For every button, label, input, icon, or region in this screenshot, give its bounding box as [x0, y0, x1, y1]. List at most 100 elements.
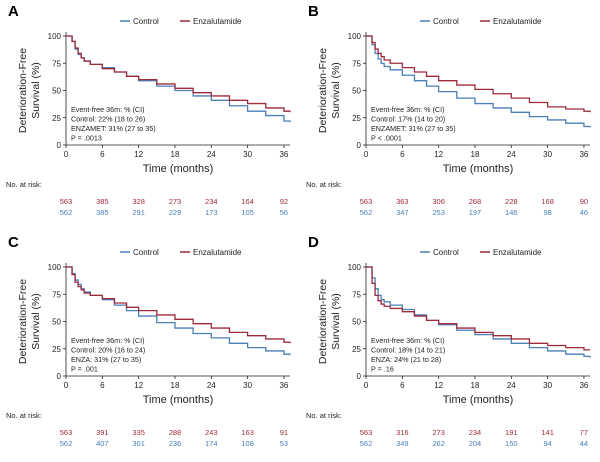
annotation-line: Event-free 36m: % (CI)	[371, 336, 445, 345]
risk-enzalutamide: 234	[469, 428, 482, 437]
risk-enzalutamide: 92	[280, 197, 288, 206]
p-value: P = .0013	[71, 134, 102, 143]
risk-table-label: No. at risk:	[6, 180, 42, 189]
y-tick-label: 25	[352, 345, 361, 354]
annotation-line: Control: 17% (14 to 20)	[371, 115, 445, 124]
x-tick-label: 30	[243, 381, 252, 390]
y-axis-label-line-2: Survival (%)	[30, 293, 42, 350]
y-axis-label-line-2: Survival (%)	[30, 62, 42, 119]
x-tick-label: 36	[579, 150, 588, 159]
x-tick-label: 36	[279, 150, 288, 159]
y-tick-label: 75	[52, 59, 61, 68]
x-tick-label: 18	[471, 381, 480, 390]
risk-enzalutamide: 163	[241, 428, 254, 437]
x-tick-label: 24	[207, 150, 216, 159]
x-tick-label: 0	[64, 381, 69, 390]
legend-label-control: Control	[433, 248, 459, 257]
risk-enzalutamide: 90	[580, 197, 588, 206]
risk-control: 105	[241, 208, 254, 217]
risk-enzalutamide: 385	[96, 197, 109, 206]
risk-control: 53	[280, 439, 288, 448]
x-tick-label: 6	[100, 150, 105, 159]
curve-enzalutamide	[66, 35, 291, 113]
panel-c: C Deterioration-FreeSurvival (%) 0 25 50 75 10…	[6, 234, 291, 448]
y-tick-label: 50	[352, 318, 361, 327]
risk-control: 262	[432, 439, 445, 448]
risk-enzalutamide: 563	[60, 428, 73, 437]
y-tick-label: 100	[48, 32, 62, 41]
y-axis-label-line-1: Deterioration-Free	[17, 279, 29, 364]
risk-control: 562	[360, 439, 373, 448]
y-tick-label: 25	[352, 114, 361, 123]
x-tick-label: 6	[400, 381, 405, 390]
y-tick-label: 100	[48, 263, 62, 272]
x-axis-label: Time (months)	[143, 163, 214, 175]
annotation-line: Event-free 36m: % (CI)	[371, 105, 445, 114]
annotation-line: ENZA: 24% (21 to 28)	[371, 355, 441, 364]
risk-control: 173	[205, 208, 218, 217]
x-tick-label: 24	[507, 150, 516, 159]
risk-enzalutamide: 563	[60, 197, 73, 206]
annotation-line: Control: 18% (14 to 21)	[371, 346, 445, 355]
annotation-line: ENZAMET: 31% (27 to 35)	[371, 124, 456, 133]
x-tick-label: 12	[434, 150, 443, 159]
risk-control: 407	[96, 439, 109, 448]
risk-control: 301	[132, 439, 145, 448]
y-tick-label: 50	[52, 318, 61, 327]
annotation-line: Control: 20% (16 to 24)	[71, 346, 145, 355]
y-axis-label-line-2: Survival (%)	[330, 62, 342, 119]
legend-label-control: Control	[133, 248, 159, 257]
x-tick-label: 18	[471, 150, 480, 159]
risk-control: 562	[60, 208, 73, 217]
panel-letter: A	[8, 3, 19, 20]
x-tick-label: 30	[243, 150, 252, 159]
curve-enzalutamide	[366, 35, 591, 113]
y-axis-label-line-1: Deterioration-Free	[317, 279, 329, 364]
x-tick-label: 6	[400, 150, 405, 159]
risk-enzalutamide: 191	[505, 428, 518, 437]
y-tick-label: 25	[52, 114, 61, 123]
risk-enzalutamide: 268	[469, 197, 482, 206]
legend-label-control: Control	[133, 17, 159, 26]
risk-enzalutamide: 288	[169, 428, 182, 437]
risk-enzalutamide: 91	[280, 428, 288, 437]
panel-letter: B	[308, 3, 319, 20]
risk-enzalutamide: 243	[205, 428, 218, 437]
curve-enzalutamide	[366, 266, 590, 351]
annotation-line: ENZA: 31% (27 to 35)	[71, 355, 141, 364]
x-tick-label: 24	[507, 381, 516, 390]
x-tick-label: 0	[64, 150, 69, 159]
risk-enzalutamide: 164	[241, 197, 254, 206]
y-axis-label: Deterioration-FreeSurvival (%)	[17, 48, 42, 133]
y-tick-label: 0	[357, 372, 362, 381]
risk-table-label: No. at risk:	[6, 411, 42, 420]
panel-a: A Deterioration-FreeSurvival (%) 0 25 50 75 10…	[6, 3, 291, 217]
x-axis-label: Time (months)	[443, 163, 514, 175]
risk-control: 174	[205, 439, 218, 448]
risk-enzalutamide: 273	[432, 428, 445, 437]
x-tick-label: 0	[364, 381, 369, 390]
risk-table-label: No. at risk:	[306, 411, 342, 420]
y-axis-label: Deterioration-FreeSurvival (%)	[17, 279, 42, 364]
y-axis-label: Deterioration-FreeSurvival (%)	[317, 48, 342, 133]
risk-control: 229	[169, 208, 182, 217]
risk-enzalutamide: 335	[132, 428, 145, 437]
risk-control: 108	[241, 439, 254, 448]
risk-control: 349	[396, 439, 409, 448]
x-tick-label: 12	[134, 150, 143, 159]
risk-enzalutamide: 563	[360, 197, 373, 206]
annotation-line: Event-free 36m: % (CI)	[71, 105, 145, 114]
legend-label-control: Control	[433, 17, 459, 26]
risk-control: 56	[280, 208, 288, 217]
risk-enzalutamide: 563	[360, 428, 373, 437]
y-axis-label: Deterioration-FreeSurvival (%)	[317, 279, 342, 364]
risk-enzalutamide: 141	[541, 428, 554, 437]
curve-enzalutamide	[66, 266, 291, 344]
annotation-line: Control: 22% (18 to 26)	[71, 115, 145, 124]
x-tick-label: 18	[171, 381, 180, 390]
risk-control: 236	[169, 439, 182, 448]
x-tick-label: 36	[579, 381, 588, 390]
risk-control: 562	[360, 208, 373, 217]
risk-enzalutamide: 391	[96, 428, 109, 437]
